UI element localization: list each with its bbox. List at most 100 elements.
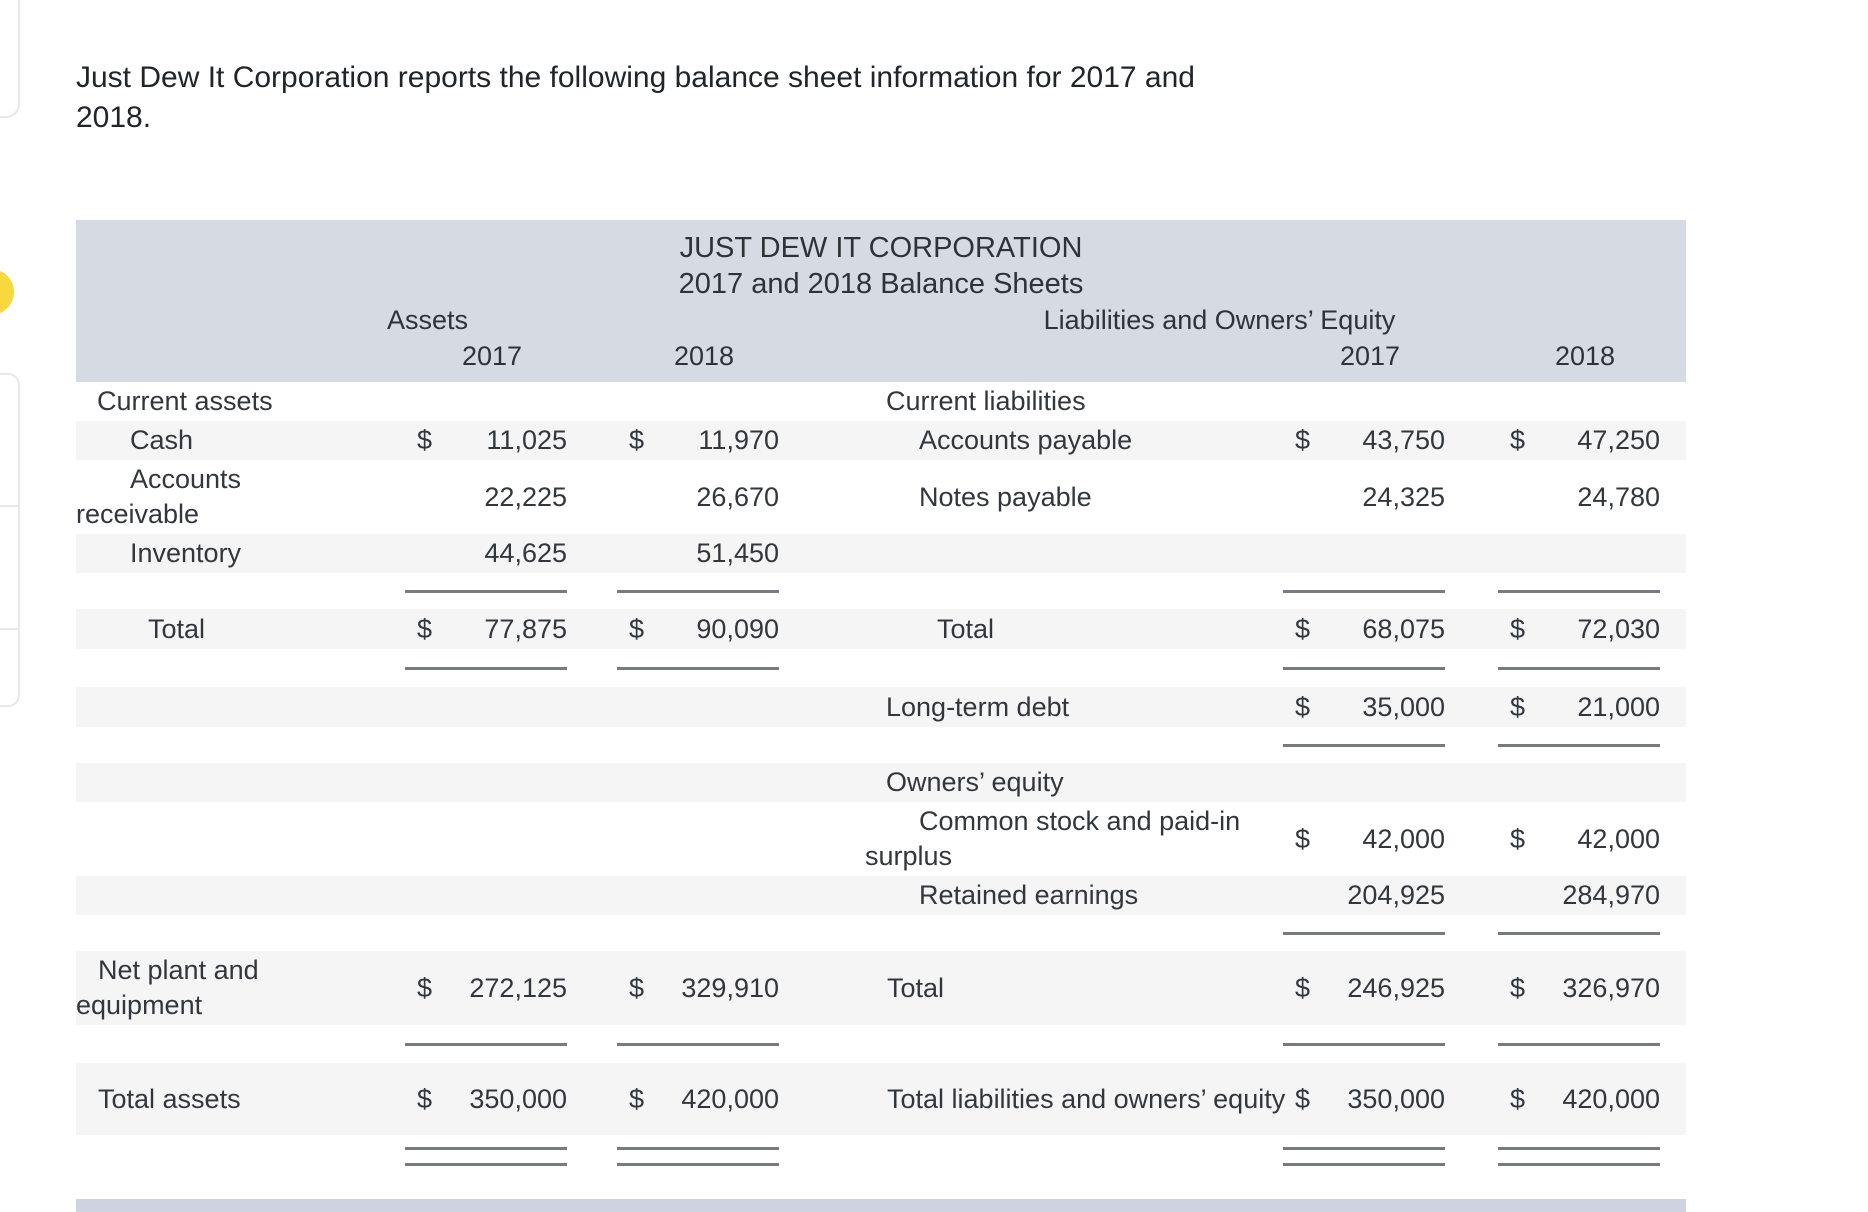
table-row: Total assets $350,000 $420,000 Total liabil…: [76, 1063, 1686, 1135]
amount-value: 42,000: [1577, 823, 1660, 854]
table-row: [76, 915, 1686, 951]
sum-underline: [1498, 589, 1660, 593]
rule-line: [1283, 1162, 1445, 1166]
money-cell: 204,925: [1295, 880, 1445, 911]
rule-line: [617, 1042, 779, 1046]
money-cell: 24,780: [1510, 482, 1660, 513]
table-row: Total $77,875 $90,090 Total $68,075 $72,030: [76, 609, 1686, 649]
amount-value: 47,250: [1577, 425, 1660, 455]
toolbar-divider: [0, 505, 18, 507]
amount-value: 11,970: [698, 425, 779, 455]
amount-value: 21,000: [1577, 691, 1660, 722]
sum-underline: [1498, 666, 1660, 670]
sum-underline: [405, 1042, 567, 1046]
currency-symbol: $: [1295, 1083, 1311, 1114]
sum-underline: [617, 666, 779, 670]
currency-symbol: $: [417, 1083, 433, 1114]
currency-symbol: $: [1510, 425, 1526, 455]
money-cell: $246,925: [1295, 973, 1445, 1004]
currency-symbol: $: [1295, 823, 1311, 854]
sum-underline: [405, 589, 567, 593]
money-cell: 26,670: [629, 482, 779, 513]
currency-symbol: $: [629, 972, 645, 1003]
liabilities-section-heading: Liabilities and Owners’ Equity: [1043, 305, 1396, 335]
currency-symbol: $: [1510, 972, 1526, 1003]
assets-section-heading: Assets: [386, 305, 469, 335]
liabilities-year-2017-header: 2017: [1339, 341, 1401, 371]
amount-value: 246,925: [1347, 972, 1445, 1003]
amount-value: 420,000: [1562, 1083, 1660, 1114]
currency-symbol: $: [1295, 613, 1311, 644]
balance-sheet-body: Current assets Current liabilities Cash $11…: [76, 382, 1686, 1177]
amount-value: 90,090: [696, 613, 779, 644]
table-row: Net plant and equipment $272,125 $329,910 T…: [76, 951, 1686, 1025]
currency-symbol: $: [629, 1083, 645, 1114]
money-cell: $350,000: [1295, 1084, 1445, 1115]
sum-underline: [1283, 589, 1445, 593]
currency-symbol: $: [417, 972, 433, 1003]
money-cell: $72,030: [1510, 614, 1660, 645]
rule-line: [617, 589, 779, 593]
amount-value: 204,925: [1347, 880, 1445, 910]
money-cell: $329,910: [629, 973, 779, 1004]
row-label: Total: [148, 613, 206, 644]
money-cell: 22,225: [417, 482, 567, 513]
assets-year-2018-header: 2018: [673, 341, 735, 371]
amount-value: 329,910: [681, 972, 779, 1003]
money-cell: $11,025: [417, 425, 567, 456]
rule-line: [405, 1162, 567, 1166]
rule-line: [1498, 1042, 1660, 1046]
grand-total-double-underline: [1498, 1146, 1660, 1166]
money-cell: $42,000: [1510, 824, 1660, 855]
left-panel-top-card[interactable]: [0, 0, 20, 118]
sum-underline: [1498, 743, 1660, 747]
rule-line: [1283, 743, 1445, 747]
row-label: Current liabilities: [886, 386, 1086, 416]
table-row: Long-term debt $35,000 $21,000: [76, 687, 1686, 727]
amount-value: 350,000: [469, 1083, 567, 1114]
row-label: Cash: [130, 425, 194, 455]
rule-line: [617, 666, 779, 670]
money-cell: $43,750: [1295, 425, 1445, 456]
row-label: Retained earnings: [919, 880, 1139, 910]
sum-underline: [1283, 743, 1445, 747]
amount-value: 420,000: [681, 1083, 779, 1114]
rule-line: [617, 1162, 779, 1166]
grand-total-double-underline: [405, 1146, 567, 1166]
table-row: [76, 573, 1686, 609]
rule-line: [1498, 1146, 1660, 1150]
currency-symbol: $: [1510, 691, 1526, 722]
rule-line: [1283, 931, 1445, 935]
table-row: [76, 649, 1686, 687]
table-row: Owners’ equity: [76, 763, 1686, 802]
currency-symbol: $: [1295, 691, 1311, 722]
currency-symbol: $: [417, 425, 433, 455]
rule-line: [1498, 589, 1660, 593]
money-cell: $272,125: [417, 973, 567, 1004]
row-label: Notes payable: [919, 481, 1092, 512]
money-cell: $90,090: [629, 614, 779, 645]
money-cell: 284,970: [1510, 880, 1660, 911]
money-cell: $21,000: [1510, 692, 1660, 723]
table-row: Cash $11,025 $11,970 Accounts payable $43,75…: [76, 421, 1686, 460]
money-cell: $11,970: [629, 425, 779, 456]
rule-line: [1498, 666, 1660, 670]
rule-line: [405, 1042, 567, 1046]
amount-value: 51,450: [696, 538, 779, 568]
amount-value: 284,970: [1562, 880, 1660, 910]
currency-symbol: $: [1510, 1083, 1526, 1114]
money-cell: $420,000: [1510, 1084, 1660, 1115]
sum-underline: [1283, 931, 1445, 935]
money-cell: 24,325: [1295, 482, 1445, 513]
row-label: Total liabilities and owners’ equity: [887, 1083, 1286, 1114]
amount-value: 72,030: [1577, 613, 1660, 644]
table-subtitle: 2017 and 2018 Balance Sheets: [678, 268, 1084, 300]
rule-line: [405, 589, 567, 593]
rule-line: [1283, 589, 1445, 593]
money-cell: $350,000: [417, 1084, 567, 1115]
toolbar-divider: [0, 628, 18, 630]
left-toolbar-card[interactable]: [0, 373, 20, 707]
highlight-dot: [0, 269, 14, 315]
table-row: Common stock and paid-in surplus $42,000 $…: [76, 802, 1686, 876]
rule-line: [1498, 931, 1660, 935]
